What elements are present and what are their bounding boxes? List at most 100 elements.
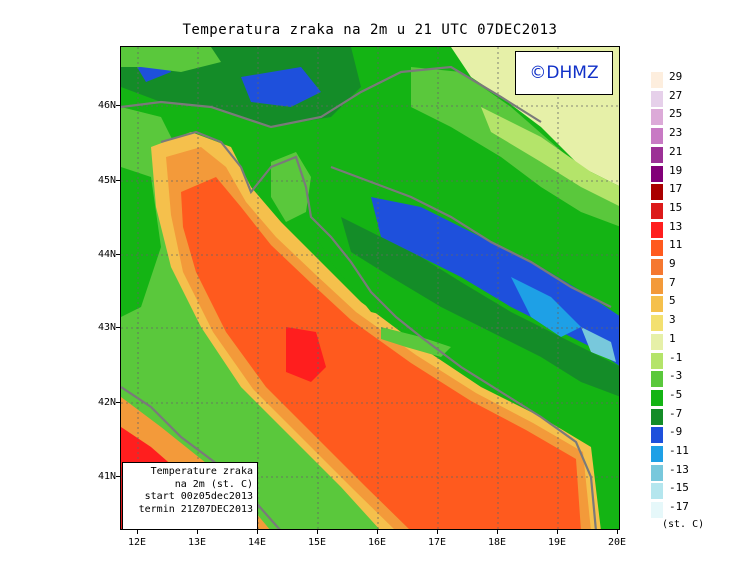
legend-label: -3	[669, 369, 683, 383]
legend-swatch	[651, 446, 663, 462]
legend-label: 27	[669, 88, 683, 102]
legend-label: 11	[669, 238, 683, 252]
info-line-2: na 2m (st. C)	[174, 478, 253, 490]
lat-label-45n: 45N	[97, 175, 116, 186]
legend-swatch	[651, 184, 663, 201]
lat-label-43n: 43N	[97, 322, 116, 333]
legend-swatch	[651, 277, 663, 294]
legend-label: 13	[669, 219, 683, 233]
legend-label: 19	[669, 163, 683, 177]
legend-label: 25	[669, 107, 683, 121]
map-canvas: ©DHMZ Temperature zraka na 2m (st. C) st…	[121, 47, 619, 529]
legend-swatch	[651, 72, 663, 88]
dinaric-forest-band	[341, 217, 619, 397]
lon-label-15e: 15E	[307, 537, 327, 548]
italy-dark-patches	[121, 167, 161, 317]
legend-label: -5	[669, 387, 683, 401]
lat-tick	[116, 327, 120, 328]
legend-label: 5	[669, 294, 676, 308]
legend-swatch	[651, 90, 663, 107]
legend-swatch	[651, 202, 663, 219]
legend-label: 3	[669, 313, 676, 327]
legend-label: -15	[669, 481, 689, 495]
lat-label-42n: 42N	[97, 397, 116, 408]
lat-tick	[116, 402, 120, 403]
lat-label-46n: 46N	[97, 100, 116, 111]
info-line-3: start 00z05dec2013	[144, 491, 253, 502]
lon-tick	[137, 530, 138, 534]
lon-tick	[377, 530, 378, 534]
legend-swatch	[651, 240, 663, 257]
info-box: Temperature zraka na 2m (st. C) start 00…	[122, 462, 258, 529]
lat-tick	[116, 105, 120, 106]
legend-label: -17	[669, 500, 689, 514]
legend-label: 15	[669, 200, 683, 214]
plain-green-band	[411, 67, 619, 227]
legend-swatch	[651, 128, 663, 145]
graticule	[121, 47, 619, 529]
lon-label-20e: 20E	[607, 537, 627, 548]
legend-label: 23	[669, 126, 683, 140]
alps-blue-patch	[241, 67, 321, 107]
lon-tick	[257, 530, 258, 534]
legend-label: 21	[669, 144, 683, 158]
legend-swatch	[651, 371, 663, 388]
croatian-islands	[311, 227, 391, 317]
lat-tick	[116, 476, 120, 477]
lat-tick	[116, 180, 120, 181]
legend-label: -13	[669, 462, 689, 476]
legend-label: 9	[669, 257, 676, 270]
legend-unit: (st. C)	[662, 519, 705, 530]
lat-tick	[116, 254, 120, 255]
legend-swatch	[651, 408, 663, 425]
info-line-4: termin 21Z07DEC2013	[138, 503, 253, 515]
legend-label: -1	[669, 350, 683, 364]
legend-label: -11	[669, 444, 689, 457]
dinaric-cyan-patch	[511, 277, 581, 337]
coastlines	[121, 65, 612, 529]
legend-swatch	[651, 352, 663, 369]
alps-light-zone	[121, 47, 221, 72]
plain-light-band	[481, 107, 619, 206]
lon-label-16e: 16E	[367, 537, 387, 548]
lon-label-12e: 12E	[127, 537, 147, 548]
italy-land	[121, 107, 408, 529]
legend-swatch	[651, 146, 663, 163]
legend-swatch	[651, 333, 663, 350]
peljesac-island	[381, 327, 451, 357]
lon-tick	[197, 530, 198, 534]
lon-tick	[497, 530, 498, 534]
legend-swatch	[651, 259, 663, 275]
legend-swatch	[651, 483, 663, 500]
legend-label: 1	[669, 331, 676, 345]
temperature-map: ©DHMZ Temperature zraka na 2m (st. C) st…	[120, 46, 620, 530]
lon-label-14e: 14E	[247, 537, 267, 548]
legend-swatch	[651, 464, 663, 481]
dinaric-cyan-patch-2	[581, 327, 616, 362]
legend-label: 29	[669, 70, 683, 83]
lon-tick	[557, 530, 558, 534]
legend-swatch	[651, 389, 663, 406]
legend-label: -7	[669, 406, 683, 420]
lat-label-41n: 41N	[97, 471, 116, 482]
chart-title: Temperatura zraka na 2m u 21 UTC 07DEC20…	[182, 22, 558, 38]
lon-tick	[617, 530, 618, 534]
legend-swatch	[651, 427, 663, 444]
lat-label-44n: 44N	[97, 249, 116, 260]
lon-tick	[317, 530, 318, 534]
legend-swatch	[651, 315, 663, 332]
legend-swatch	[651, 221, 663, 238]
lon-label-18e: 18E	[487, 537, 507, 548]
legend-swatch	[651, 296, 663, 313]
legend-swatch	[651, 109, 663, 126]
lon-label-13e: 13E	[187, 537, 207, 548]
lon-label-17e: 17E	[427, 537, 447, 548]
info-line-1: Temperature zraka	[150, 466, 253, 477]
dhmz-logo: ©DHMZ	[515, 51, 613, 95]
legend-swatch	[651, 165, 663, 182]
legend-swatch	[651, 502, 663, 519]
lon-label-19e: 19E	[547, 537, 567, 548]
adriatic-hot-core	[286, 327, 326, 382]
legend-label: 17	[669, 182, 683, 196]
lon-tick	[437, 530, 438, 534]
